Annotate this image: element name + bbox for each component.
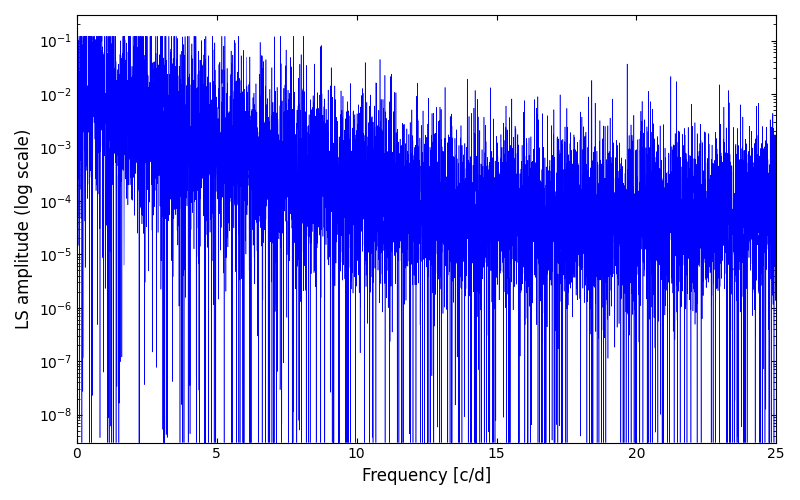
X-axis label: Frequency [c/d]: Frequency [c/d]	[362, 467, 491, 485]
Y-axis label: LS amplitude (log scale): LS amplitude (log scale)	[15, 128, 33, 329]
